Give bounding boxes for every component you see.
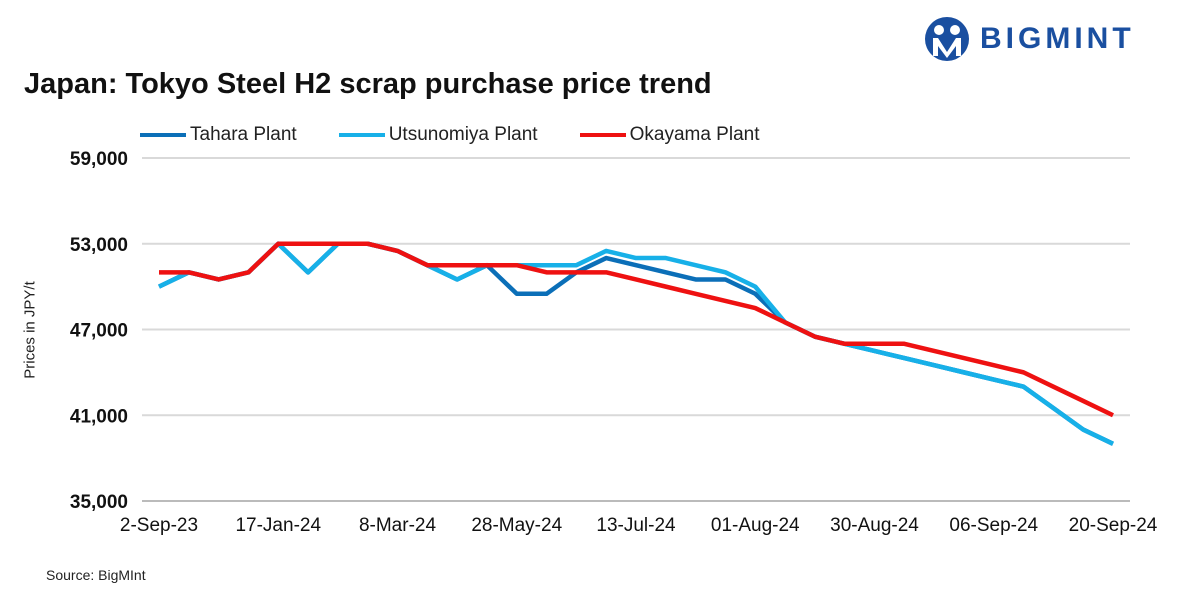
logo-text: BIGMINT [980, 22, 1135, 55]
x-tick-label: 2-Sep-23 [120, 515, 198, 536]
y-tick-label: 59,000 [70, 149, 128, 170]
y-tick-label: 35,000 [70, 492, 128, 513]
y-tick-label: 47,000 [70, 321, 128, 342]
legend-item-utsunomiya: Utsunomiya Plant [338, 124, 538, 146]
series-line-utsunomiya-plant [158, 241, 1114, 446]
legend-label: Tahara Plant [190, 124, 297, 145]
source-note: Source: BigMInt [46, 567, 146, 583]
x-tick-label: 28-May-24 [471, 515, 562, 536]
chart-title: Japan: Tokyo Steel H2 scrap purchase pri… [24, 68, 712, 100]
x-tick-label: 8-Mar-24 [359, 515, 437, 536]
x-tick-label: 01-Aug-24 [711, 515, 800, 536]
legend: Tahara Plant Utsunomiya Plant Okayama Pl… [140, 124, 802, 146]
x-tick-label: 06-Sep-24 [949, 515, 1038, 536]
y-tick-label: 53,000 [70, 235, 128, 256]
series-line-okayama-plant [159, 241, 1114, 418]
bigmint-logo-icon [925, 17, 969, 61]
legend-item-okayama: Okayama Plant [579, 124, 760, 146]
x-tick-label: 17-Jan-24 [235, 515, 321, 536]
x-tick-label: 30-Aug-24 [830, 515, 919, 536]
legend-swatch [579, 133, 626, 137]
legend-label: Utsunomiya Plant [388, 124, 538, 145]
legend-swatch [338, 133, 385, 137]
x-tick-label: 20-Sep-24 [1069, 515, 1158, 536]
bigmint-logo: BIGMINT [924, 16, 1135, 62]
legend-swatch [140, 133, 186, 137]
x-tick-label: 13-Jul-24 [596, 515, 676, 536]
legend-label: Okayama Plant [629, 124, 760, 145]
series-line-tahara-plant [158, 241, 1114, 446]
y-tick-label: 41,000 [70, 406, 128, 427]
legend-item-tahara: Tahara Plant [140, 124, 297, 146]
